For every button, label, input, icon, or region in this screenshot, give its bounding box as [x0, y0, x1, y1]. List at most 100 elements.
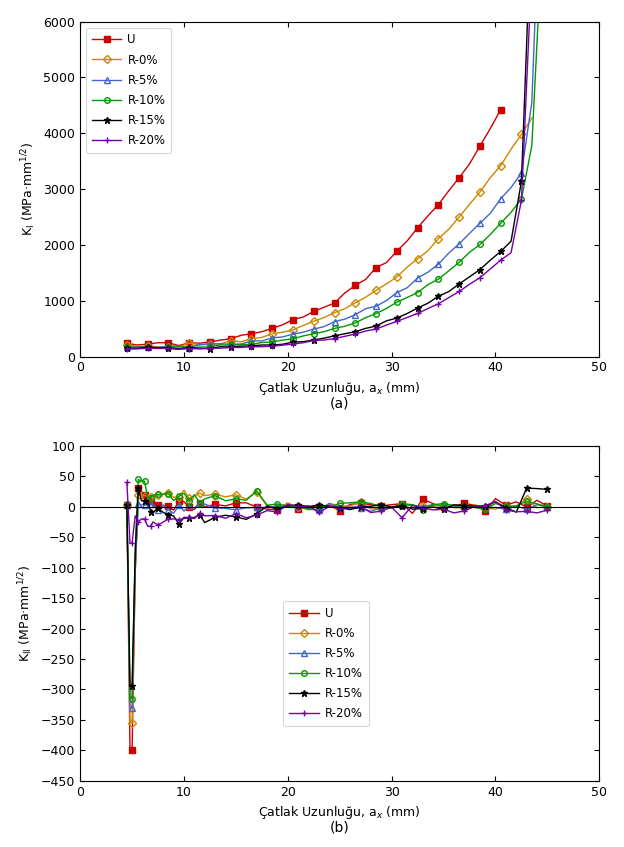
R-15%: [341, 329, 349, 339]
R-5%: [528, 97, 535, 108]
U: [310, 307, 318, 317]
R-20%: [351, 329, 359, 339]
R-20%: [544, 505, 551, 515]
R-15%: [445, 286, 452, 296]
R-0%: [445, 224, 452, 235]
R-15%: [414, 303, 421, 313]
R-5%: [185, 342, 193, 352]
U: [414, 223, 421, 233]
R-5%: [435, 259, 442, 269]
R-5%: [165, 340, 172, 351]
R-20%: [185, 344, 193, 354]
R-20%: [300, 338, 307, 348]
R-15%: [367, 501, 374, 512]
R-15%: [290, 337, 297, 347]
R-15%: [321, 333, 328, 343]
U: [206, 337, 213, 347]
R-0%: [134, 341, 141, 352]
R-10%: [440, 499, 447, 509]
R-5%: [217, 339, 224, 349]
U: [134, 340, 141, 350]
R-20%: [154, 343, 162, 353]
R-10%: [414, 287, 421, 297]
R-20%: [466, 280, 473, 290]
R-5%: [321, 322, 328, 332]
Line: R-15%: R-15%: [124, 484, 551, 689]
R-20%: [341, 331, 349, 341]
R-10%: [497, 219, 504, 229]
R-10%: [290, 334, 297, 344]
R-15%: [497, 246, 504, 257]
U: [331, 298, 338, 308]
R-10%: [404, 292, 411, 302]
U: [126, 745, 134, 756]
R-15%: [404, 308, 411, 318]
R-15%: [217, 341, 224, 352]
R-5%: [507, 182, 515, 192]
R-0%: [373, 285, 380, 296]
R-10%: [321, 327, 328, 337]
R-5%: [123, 342, 130, 352]
R-5%: [227, 339, 235, 349]
R-10%: [300, 331, 307, 341]
R-0%: [336, 501, 343, 511]
Text: (b): (b): [330, 821, 349, 835]
Line: R-20%: R-20%: [124, 0, 546, 353]
R-0%: [279, 327, 286, 337]
R-20%: [404, 313, 411, 323]
R-20%: [429, 505, 437, 515]
R-20%: [217, 343, 224, 353]
R-0%: [440, 501, 447, 511]
R-15%: [373, 321, 380, 331]
Line: R-20%: R-20%: [124, 479, 551, 547]
R-20%: [326, 501, 333, 512]
R-0%: [404, 262, 411, 272]
U: [404, 235, 411, 246]
R-5%: [497, 194, 504, 204]
R-15%: [429, 502, 437, 512]
R-15%: [185, 342, 193, 352]
R-15%: [351, 327, 359, 337]
R-0%: [414, 254, 421, 264]
U: [362, 274, 369, 285]
R-20%: [227, 342, 235, 352]
Line: U: U: [124, 485, 550, 753]
R-10%: [185, 495, 193, 506]
R-10%: [528, 141, 535, 151]
R-0%: [185, 338, 193, 348]
R-10%: [126, 694, 134, 704]
R-15%: [258, 340, 266, 350]
R-20%: [237, 342, 245, 352]
R-0%: [196, 340, 203, 350]
R-0%: [154, 342, 162, 352]
R-5%: [144, 341, 152, 352]
R-15%: [165, 343, 172, 353]
R-0%: [268, 329, 276, 339]
R-5%: [393, 287, 401, 297]
R-0%: [258, 332, 266, 342]
R-0%: [383, 279, 390, 289]
U: [196, 338, 203, 348]
R-5%: [279, 332, 286, 342]
R-10%: [424, 280, 432, 290]
R-15%: [326, 501, 333, 512]
R-5%: [300, 327, 307, 337]
R-5%: [456, 239, 463, 249]
R-20%: [445, 292, 452, 302]
R-20%: [497, 255, 504, 265]
R-10%: [336, 498, 343, 508]
U: [424, 211, 432, 221]
R-0%: [185, 493, 193, 503]
R-5%: [404, 283, 411, 293]
R-5%: [440, 501, 447, 511]
R-15%: [175, 344, 183, 354]
Y-axis label: K$_{\mathrm{II}}$ (MPa·mm$^{1/2}$): K$_{\mathrm{II}}$ (MPa·mm$^{1/2}$): [17, 565, 36, 662]
R-5%: [206, 339, 213, 349]
R-15%: [393, 313, 401, 324]
R-5%: [414, 273, 421, 283]
R-5%: [544, 501, 551, 512]
X-axis label: Çatlak Uzunluğu, a$_{x}$ (mm): Çatlak Uzunluğu, a$_{x}$ (mm): [258, 804, 421, 822]
R-5%: [487, 208, 494, 219]
R-5%: [196, 498, 203, 508]
R-15%: [237, 341, 245, 352]
